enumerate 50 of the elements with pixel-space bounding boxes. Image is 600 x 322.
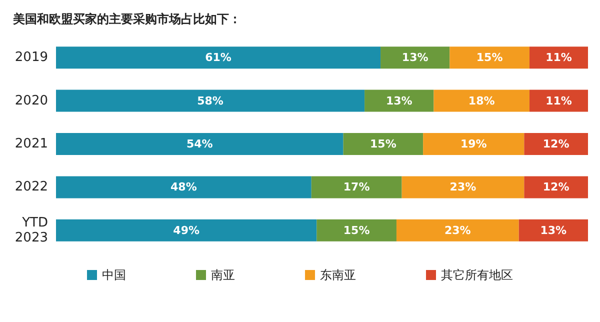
bar: [56, 90, 365, 112]
legend-label: 东南亚: [320, 268, 356, 282]
bar: [316, 219, 396, 242]
bar: [56, 133, 344, 155]
data-label: 48%: [170, 180, 197, 194]
chart-title: 美国和欧盟买家的主要采购市场占比如下：: [12, 12, 241, 26]
bar: [434, 90, 530, 112]
y-tick-label: 2019: [14, 50, 48, 66]
data-label: 19%: [460, 138, 487, 150]
data-label: 54%: [186, 138, 213, 150]
data-label: 17%: [343, 180, 370, 194]
data-label: 13%: [386, 94, 412, 108]
bar: [56, 176, 312, 198]
y-tick-label: 2020: [14, 93, 48, 108]
bar: [364, 90, 434, 112]
bar: [529, 90, 588, 112]
bar: [343, 133, 424, 155]
data-label: 13%: [540, 224, 567, 237]
legend-label: 南亚: [211, 268, 235, 282]
data-label: 13%: [402, 51, 428, 64]
data-label: 61%: [205, 51, 232, 64]
data-label: 15%: [476, 51, 503, 64]
data-label: 11%: [546, 51, 572, 64]
data-label: 12%: [542, 180, 570, 194]
legend-label: 中国: [102, 268, 126, 282]
bar: [380, 46, 450, 69]
data-label: 15%: [370, 138, 396, 150]
legend-label: 其它所有地区: [441, 268, 513, 282]
data-label: 15%: [343, 224, 370, 237]
bar: [529, 46, 588, 69]
bar: [396, 219, 519, 242]
data-label: 49%: [173, 224, 200, 237]
data-label: 12%: [542, 138, 570, 150]
bar: [311, 176, 402, 198]
y-tick-label: YTD 2023: [14, 215, 48, 246]
bar: [524, 133, 588, 155]
data-label: 23%: [444, 224, 471, 237]
y-tick-label: 2022: [14, 180, 48, 195]
bar: [56, 46, 381, 69]
bar: [450, 46, 530, 69]
bar: [56, 219, 317, 242]
data-label: 23%: [450, 180, 476, 194]
bar: [518, 219, 588, 242]
data-label: 58%: [197, 94, 224, 108]
data-label: 11%: [546, 94, 572, 108]
y-tick-label: 2021: [14, 136, 48, 152]
bar: [423, 133, 524, 155]
data-label: 18%: [468, 94, 495, 108]
bar: [402, 176, 524, 198]
bar: [524, 176, 588, 198]
